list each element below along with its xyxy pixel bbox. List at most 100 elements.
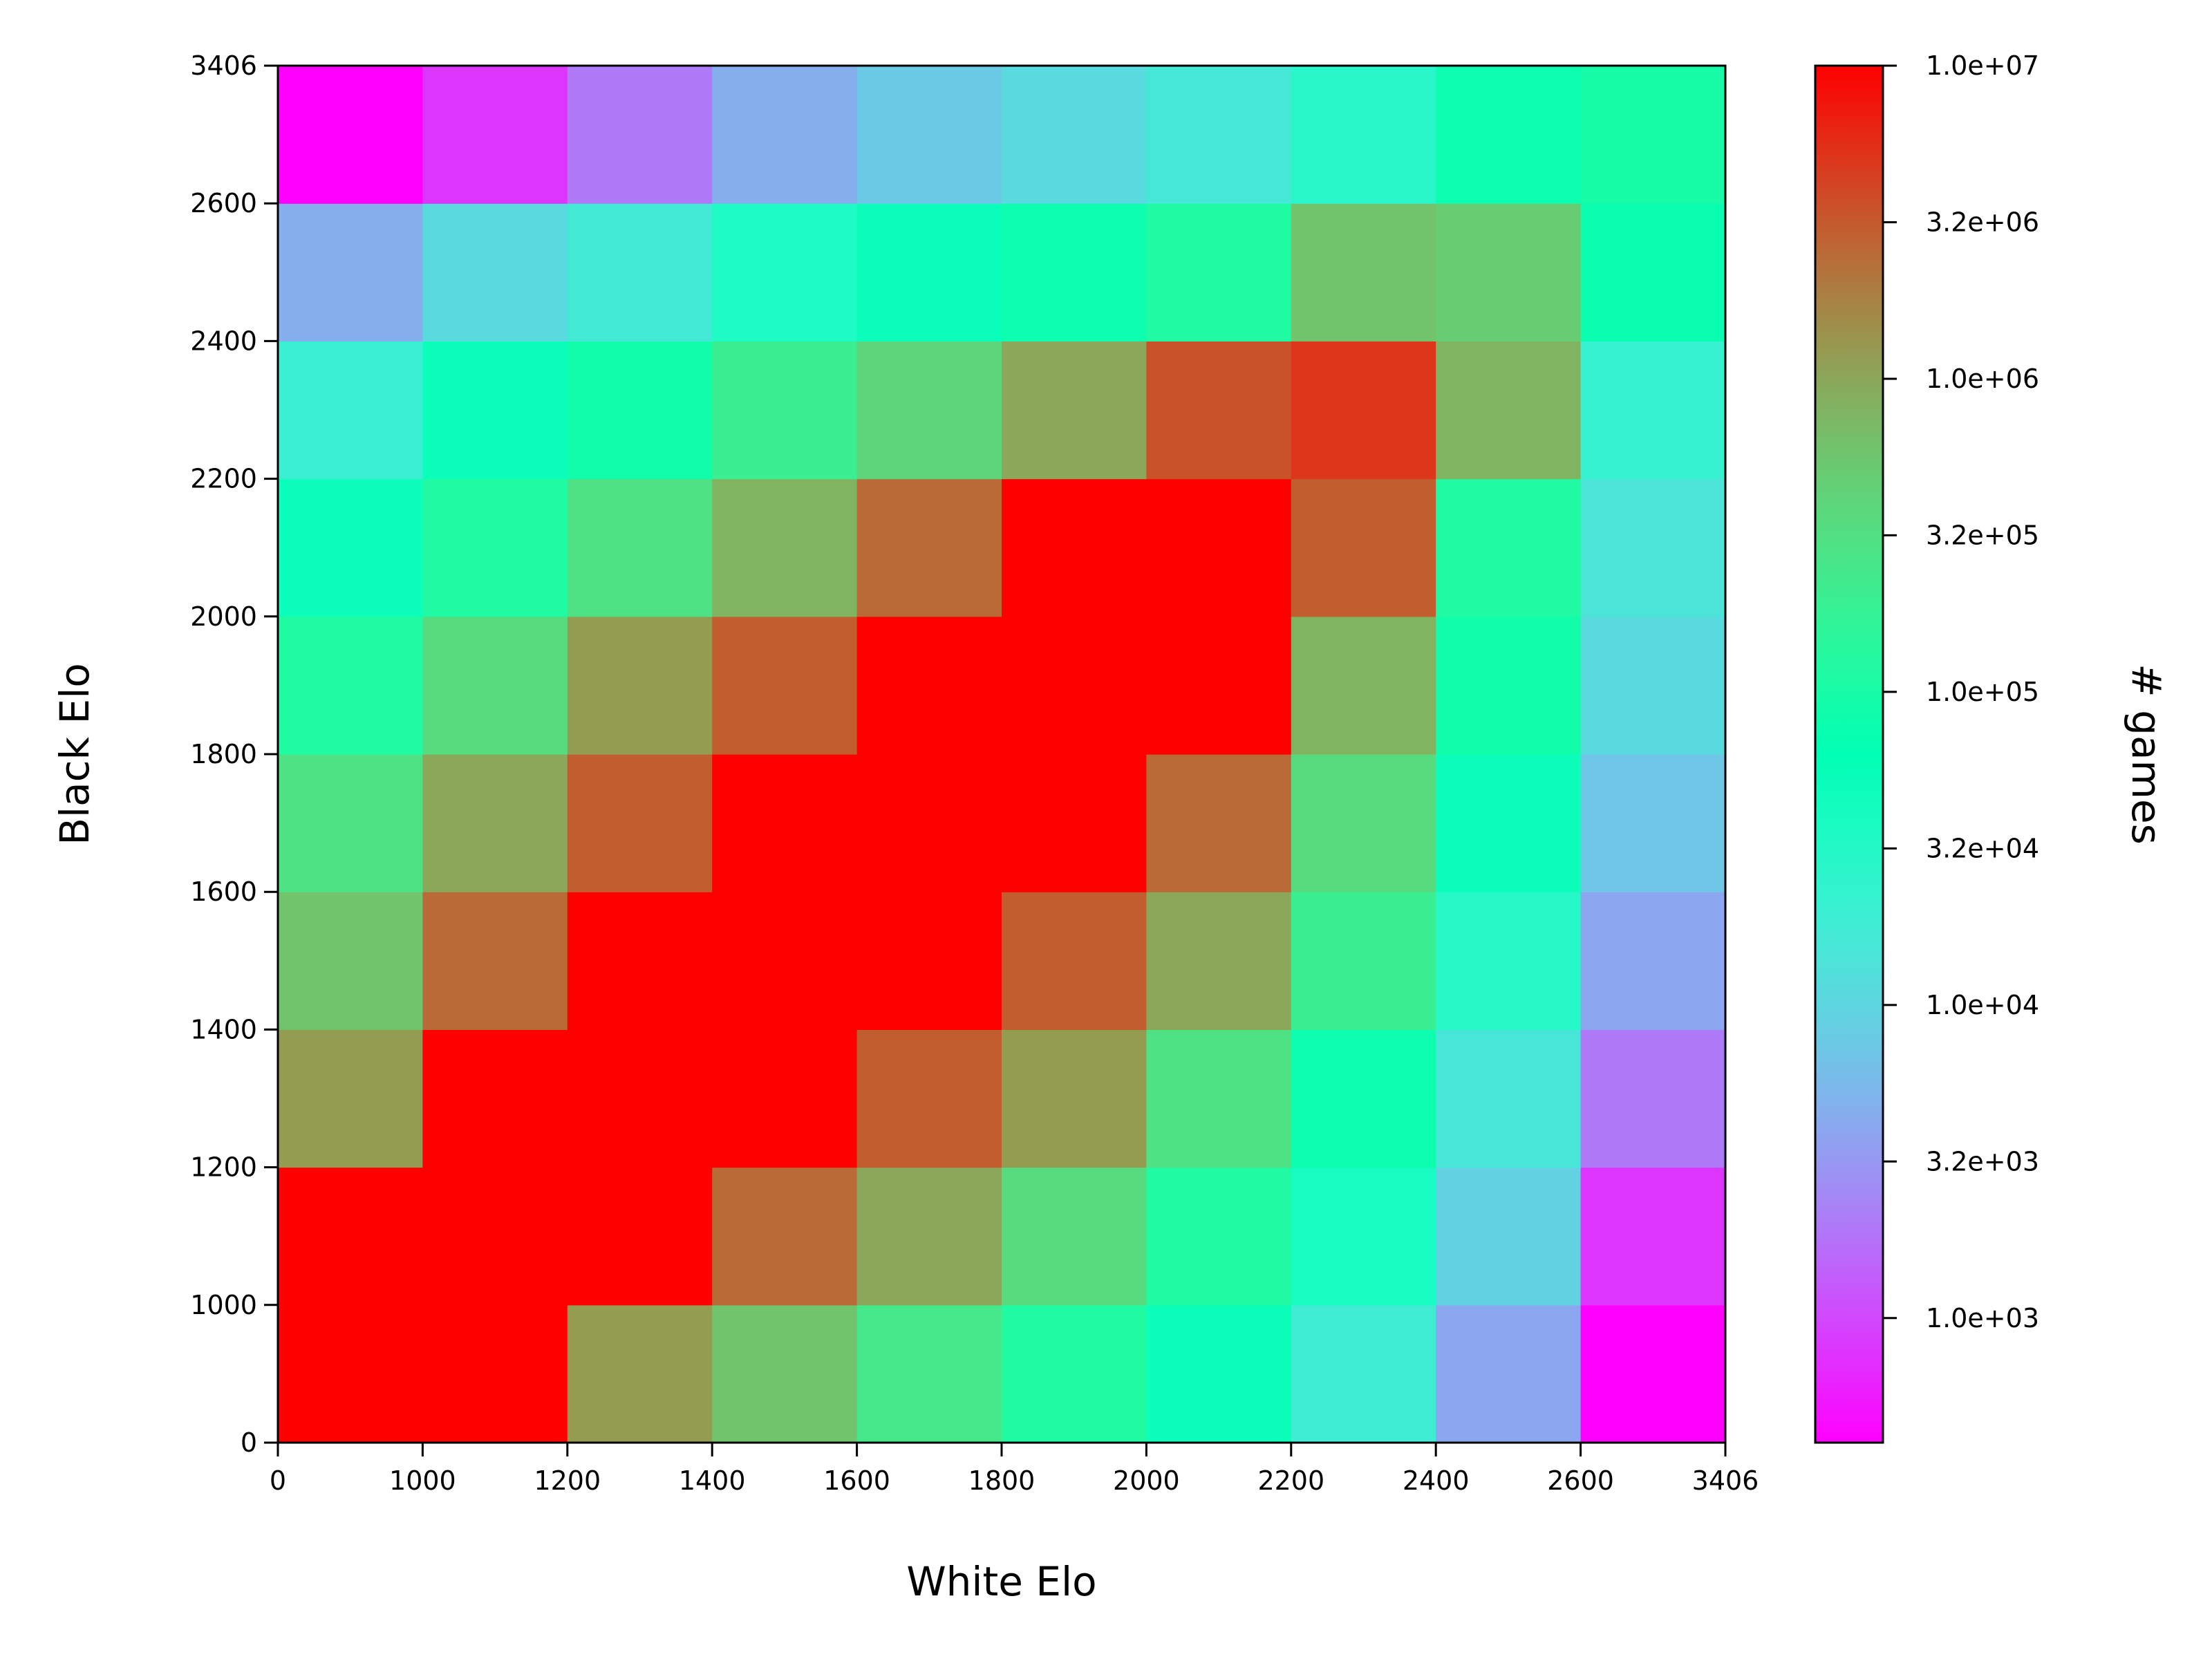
heatmap-cell-r5-c5 [1002,616,1147,755]
x-tick-label: 0 [270,1465,286,1496]
heatmap-cell-r5-c4 [856,616,1002,755]
y-axis-ticks: 0 1000 1200 1400 1600 1800 2000 2200 2400 2600 340… [190,50,278,1458]
colorbar: 1.0e+03 3.2e+03 1.0e+04 3.2e+04 1.0e+05 3.2e+… [1814,50,2039,1444]
heatmap-cell-r4-c1 [422,754,568,892]
heatmap-cell-r6-c6 [1146,478,1292,617]
heatmap-cell-r3-c4 [856,892,1002,1030]
heatmap-cell-r3-c2 [567,892,713,1030]
heatmap-cell-r8-c8 [1436,203,1582,341]
x-axis-ticks: 0 1000 1200 1400 1600 1800 2000 2200 2400 2600 340… [270,1443,1759,1496]
heatmap-cell-r1-c0 [278,1167,423,1306]
colorbar-tick-label: 1.0e+07 [1926,50,2039,81]
heatmap-cell-r5-c1 [422,616,568,755]
heatmap-cell-r9-c4 [856,66,1002,204]
y-tick-label: 1000 [190,1290,257,1320]
y-tick-label: 1400 [190,1014,257,1044]
heatmap-cell-r8-c2 [567,203,713,341]
heatmap-cell-r5-c6 [1146,616,1292,755]
heatmap-cell-r4-c2 [567,754,713,892]
heatmap-cell-r3-c8 [1436,892,1582,1030]
heatmap-cell-r2-c9 [1580,1029,1726,1168]
heatmap-cell-r7-c8 [1436,341,1582,480]
heatmap-cell-r0-c3 [712,1304,858,1443]
heatmap-cell-r3-c5 [1002,892,1147,1030]
x-tick-label: 1600 [823,1465,890,1496]
y-tick-label: 2400 [190,326,257,356]
colorbar-tick-label: 3.2e+03 [1926,1146,2039,1177]
heatmap-cell-r7-c4 [856,341,1002,480]
colorbar-ticks: 1.0e+03 3.2e+03 1.0e+04 3.2e+04 1.0e+05 3.2e+… [1883,50,2039,1333]
x-axis-title: White Elo [906,1558,1096,1605]
heatmap-cell-r0-c8 [1436,1304,1582,1443]
heatmap-cell-r6-c5 [1002,478,1147,617]
colorbar-tick-label: 3.2e+05 [1926,520,2039,550]
x-tick-label: 2400 [1403,1465,1470,1496]
heatmap-cell-r0-c9 [1580,1304,1726,1443]
heatmap-cell-r6-c7 [1291,478,1436,617]
heatmap-cell-r8-c3 [712,203,858,341]
heatmap-cell-r6-c3 [712,478,858,617]
heatmap-cell-r6-c9 [1580,478,1726,617]
y-tick-label: 1800 [190,739,257,769]
x-tick-label: 1000 [389,1465,456,1496]
heatmap-cell-r3-c1 [422,892,568,1030]
y-tick-label: 2000 [190,601,257,632]
heatmap-cell-r7-c2 [567,341,713,480]
heatmap-cell-r2-c2 [567,1029,713,1168]
heatmap-cell-r5-c0 [278,616,423,755]
heatmap-cell-r1-c6 [1146,1167,1292,1306]
heatmap-cell-r1-c3 [712,1167,858,1306]
heatmap-cell-r6-c2 [567,478,713,617]
colorbar-gradient [1815,66,1883,1443]
colorbar-tick-label: 3.2e+06 [1926,207,2039,237]
y-tick-label: 2600 [190,188,257,218]
heatmap-cell-r8-c4 [856,203,1002,341]
heatmap-cell-r6-c0 [278,478,423,617]
heatmap-cell-r0-c2 [567,1304,713,1443]
colorbar-tick-label: 3.2e+04 [1926,833,2039,863]
heatmap-cell-r1-c9 [1580,1167,1726,1306]
heatmap-cell-r4-c7 [1291,754,1436,892]
colorbar-title: # games [2123,664,2170,845]
x-tick-label: 2600 [1547,1465,1614,1496]
heatmap-cell-r1-c8 [1436,1167,1582,1306]
colorbar-tick-label: 1.0e+03 [1926,1303,2039,1333]
heatmap-cell-r1-c1 [422,1167,568,1306]
heatmap-cell-r5-c7 [1291,616,1436,755]
heatmap-cell-r8-c5 [1002,203,1147,341]
heatmap-cell-r5-c9 [1580,616,1726,755]
heatmap-cell-r0-c4 [856,1304,1002,1443]
colorbar-tick-label: 1.0e+06 [1926,364,2039,394]
heatmap-cell-r6-c8 [1436,478,1582,617]
heatmap-cell-r7-c6 [1146,341,1292,480]
x-tick-label: 2000 [1113,1465,1180,1496]
heatmap-cell-r8-c6 [1146,203,1292,341]
heatmap-cell-r9-c7 [1291,66,1436,204]
y-axis-title: Black Elo [51,663,98,845]
heatmap-cell-r9-c9 [1580,66,1726,204]
heatmap-cell-r9-c8 [1436,66,1582,204]
heatmap-cell-r2-c7 [1291,1029,1436,1168]
colorbar-tick-label: 1.0e+04 [1926,990,2039,1020]
heatmap-cell-r4-c8 [1436,754,1582,892]
heatmap-cell-r2-c3 [712,1029,858,1168]
x-tick-label: 3406 [1692,1465,1759,1496]
heatmap-cell-r8-c0 [278,203,423,341]
heatmap-cell-r9-c5 [1002,66,1147,204]
heatmap-cell-r2-c1 [422,1029,568,1168]
heatmap-cell-r9-c1 [422,66,568,204]
heatmap-cell-r8-c7 [1291,203,1436,341]
heatmap-cell-r0-c0 [278,1304,423,1443]
heatmap-cell-r2-c8 [1436,1029,1582,1168]
heatmap-cell-r4-c5 [1002,754,1147,892]
y-tick-label: 1200 [190,1152,257,1183]
heatmap-cell-r5-c3 [712,616,858,755]
heatmap-cell-r3-c6 [1146,892,1292,1030]
heatmap-cell-r3-c3 [712,892,858,1030]
heatmap-cell-r3-c9 [1580,892,1726,1030]
heatmap-cell-r5-c2 [567,616,713,755]
heatmap-cell-r4-c4 [856,754,1002,892]
heatmap-cell-r3-c7 [1291,892,1436,1030]
x-tick-label: 1800 [968,1465,1035,1496]
heatmap-cell-r7-c5 [1002,341,1147,480]
